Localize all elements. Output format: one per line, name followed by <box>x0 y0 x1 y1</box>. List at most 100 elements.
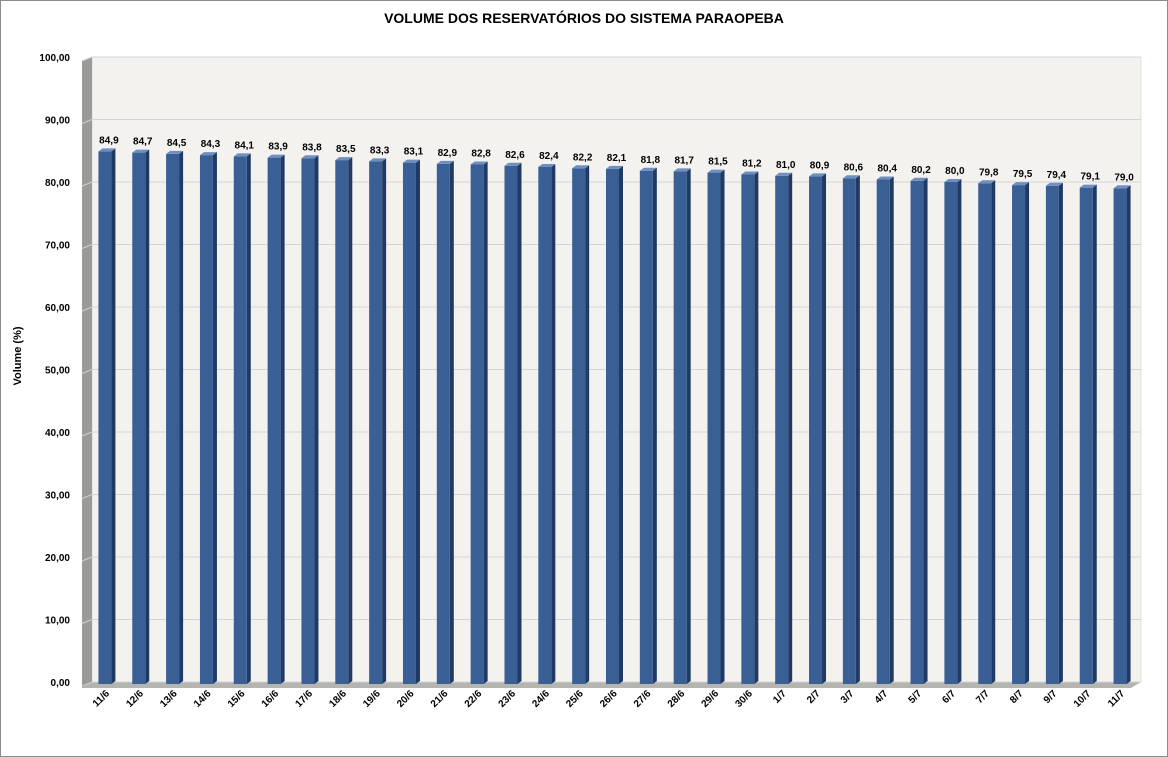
data-label: 84,7 <box>133 137 153 148</box>
bar-side <box>923 177 928 684</box>
bar-top <box>809 173 827 177</box>
y-tick-label: 40,00 <box>45 428 70 439</box>
bar-top <box>402 159 420 163</box>
bar-side <box>212 152 217 684</box>
x-tick-label: 29/6 <box>700 688 722 710</box>
data-label: 83,9 <box>268 142 288 153</box>
bar-top <box>910 177 928 181</box>
bar-top <box>436 160 454 164</box>
y-tick-label: 60,00 <box>45 303 70 314</box>
bar-top <box>301 155 319 159</box>
data-label: 81,2 <box>742 159 762 170</box>
data-label: 83,8 <box>302 142 322 153</box>
bar-top <box>1012 182 1030 186</box>
bar <box>1045 185 1059 684</box>
x-tick-label: 15/6 <box>226 688 248 710</box>
side-wall <box>82 57 92 688</box>
data-label: 81,8 <box>641 155 661 166</box>
bar-top <box>572 165 590 169</box>
bar-top <box>1113 185 1131 189</box>
bar <box>301 158 315 684</box>
x-tick-label: 22/6 <box>463 688 485 710</box>
bar <box>944 182 958 684</box>
bar-side <box>686 168 691 684</box>
x-tick-label: 3/7 <box>839 688 857 706</box>
data-label: 82,4 <box>539 151 559 162</box>
data-label: 80,2 <box>911 165 931 176</box>
bar-top <box>944 179 962 182</box>
x-tick-label: 26/6 <box>598 688 620 710</box>
data-label: 84,3 <box>201 139 221 150</box>
bar-side <box>145 149 150 684</box>
x-tick-label: 12/6 <box>124 688 146 710</box>
x-tick-label: 27/6 <box>632 688 654 710</box>
y-tick-label: 80,00 <box>45 178 70 189</box>
bar <box>199 155 213 684</box>
bar <box>369 161 383 684</box>
grid-line-side <box>81 369 93 374</box>
bar <box>538 167 552 684</box>
bar <box>98 151 112 684</box>
bar <box>436 163 450 684</box>
bar-side <box>855 175 860 684</box>
bar <box>1113 188 1127 684</box>
bar-top <box>504 162 522 166</box>
x-tick-label: 1/7 <box>771 688 789 706</box>
bar <box>775 175 789 684</box>
y-tick-label: 10,00 <box>45 616 70 627</box>
bar-top <box>166 150 184 154</box>
chart-title: VOLUME DOS RESERVATÓRIOS DO SISTEMA PARA… <box>384 10 784 26</box>
x-tick-label: 4/7 <box>873 688 891 706</box>
x-tick-label: 21/6 <box>429 688 451 710</box>
y-tick-label: 20,00 <box>45 553 70 564</box>
grid-line-side <box>81 556 93 562</box>
bar-side <box>517 162 522 684</box>
bar <box>402 162 416 684</box>
data-label: 83,5 <box>336 144 356 155</box>
bar-side <box>1126 185 1131 684</box>
bar-top <box>775 172 793 176</box>
bar-side <box>991 180 996 684</box>
x-tick-label: 14/6 <box>192 688 214 710</box>
x-tick-label: 11/7 <box>1106 688 1127 709</box>
bar-side <box>111 148 116 684</box>
data-label: 80,4 <box>877 164 897 175</box>
bar-top <box>842 175 860 179</box>
y-tick-label: 70,00 <box>45 241 70 252</box>
y-tick-label: 30,00 <box>45 491 70 502</box>
grid-line-side <box>81 431 93 437</box>
x-tick-label: 13/6 <box>158 688 180 710</box>
bar <box>639 170 653 684</box>
bar-top <box>267 154 285 158</box>
bar <box>267 157 281 684</box>
data-label: 79,4 <box>1047 170 1067 181</box>
x-tick-label: 16/6 <box>260 688 282 710</box>
y-axis-ticks: 0,00 10,00 20,00 30,00 40,00 50,00 60,00 70,00 8… <box>39 53 70 689</box>
bar <box>606 168 619 684</box>
bar <box>335 160 349 684</box>
data-labels: 84,9 84,7 84,5 84,3 84,1 83,9 83,8 83,5 83,3 83,1… <box>99 135 1134 183</box>
bar-top <box>538 164 556 167</box>
bar-top <box>639 167 657 171</box>
bar-side <box>889 176 894 684</box>
grid-line-side <box>81 119 93 124</box>
data-label: 81,7 <box>674 155 694 166</box>
bar-side <box>348 157 353 684</box>
x-tick-label: 10/7 <box>1072 688 1094 710</box>
bar <box>1012 185 1026 684</box>
bar-top <box>978 180 996 184</box>
bar-top <box>199 152 217 156</box>
bar <box>233 156 247 684</box>
data-label: 84,9 <box>99 135 119 146</box>
bar-side <box>754 171 759 684</box>
y-tick-label: 0,00 <box>51 678 71 689</box>
data-label: 81,5 <box>708 157 728 168</box>
bar <box>504 165 518 684</box>
grid-line-side <box>81 56 93 62</box>
x-tick-label: 24/6 <box>530 688 552 710</box>
bar-top <box>741 171 759 175</box>
bar-side <box>957 179 962 684</box>
data-label: 79,5 <box>1013 169 1033 180</box>
data-label: 82,1 <box>607 153 627 164</box>
bar-side <box>314 155 319 684</box>
